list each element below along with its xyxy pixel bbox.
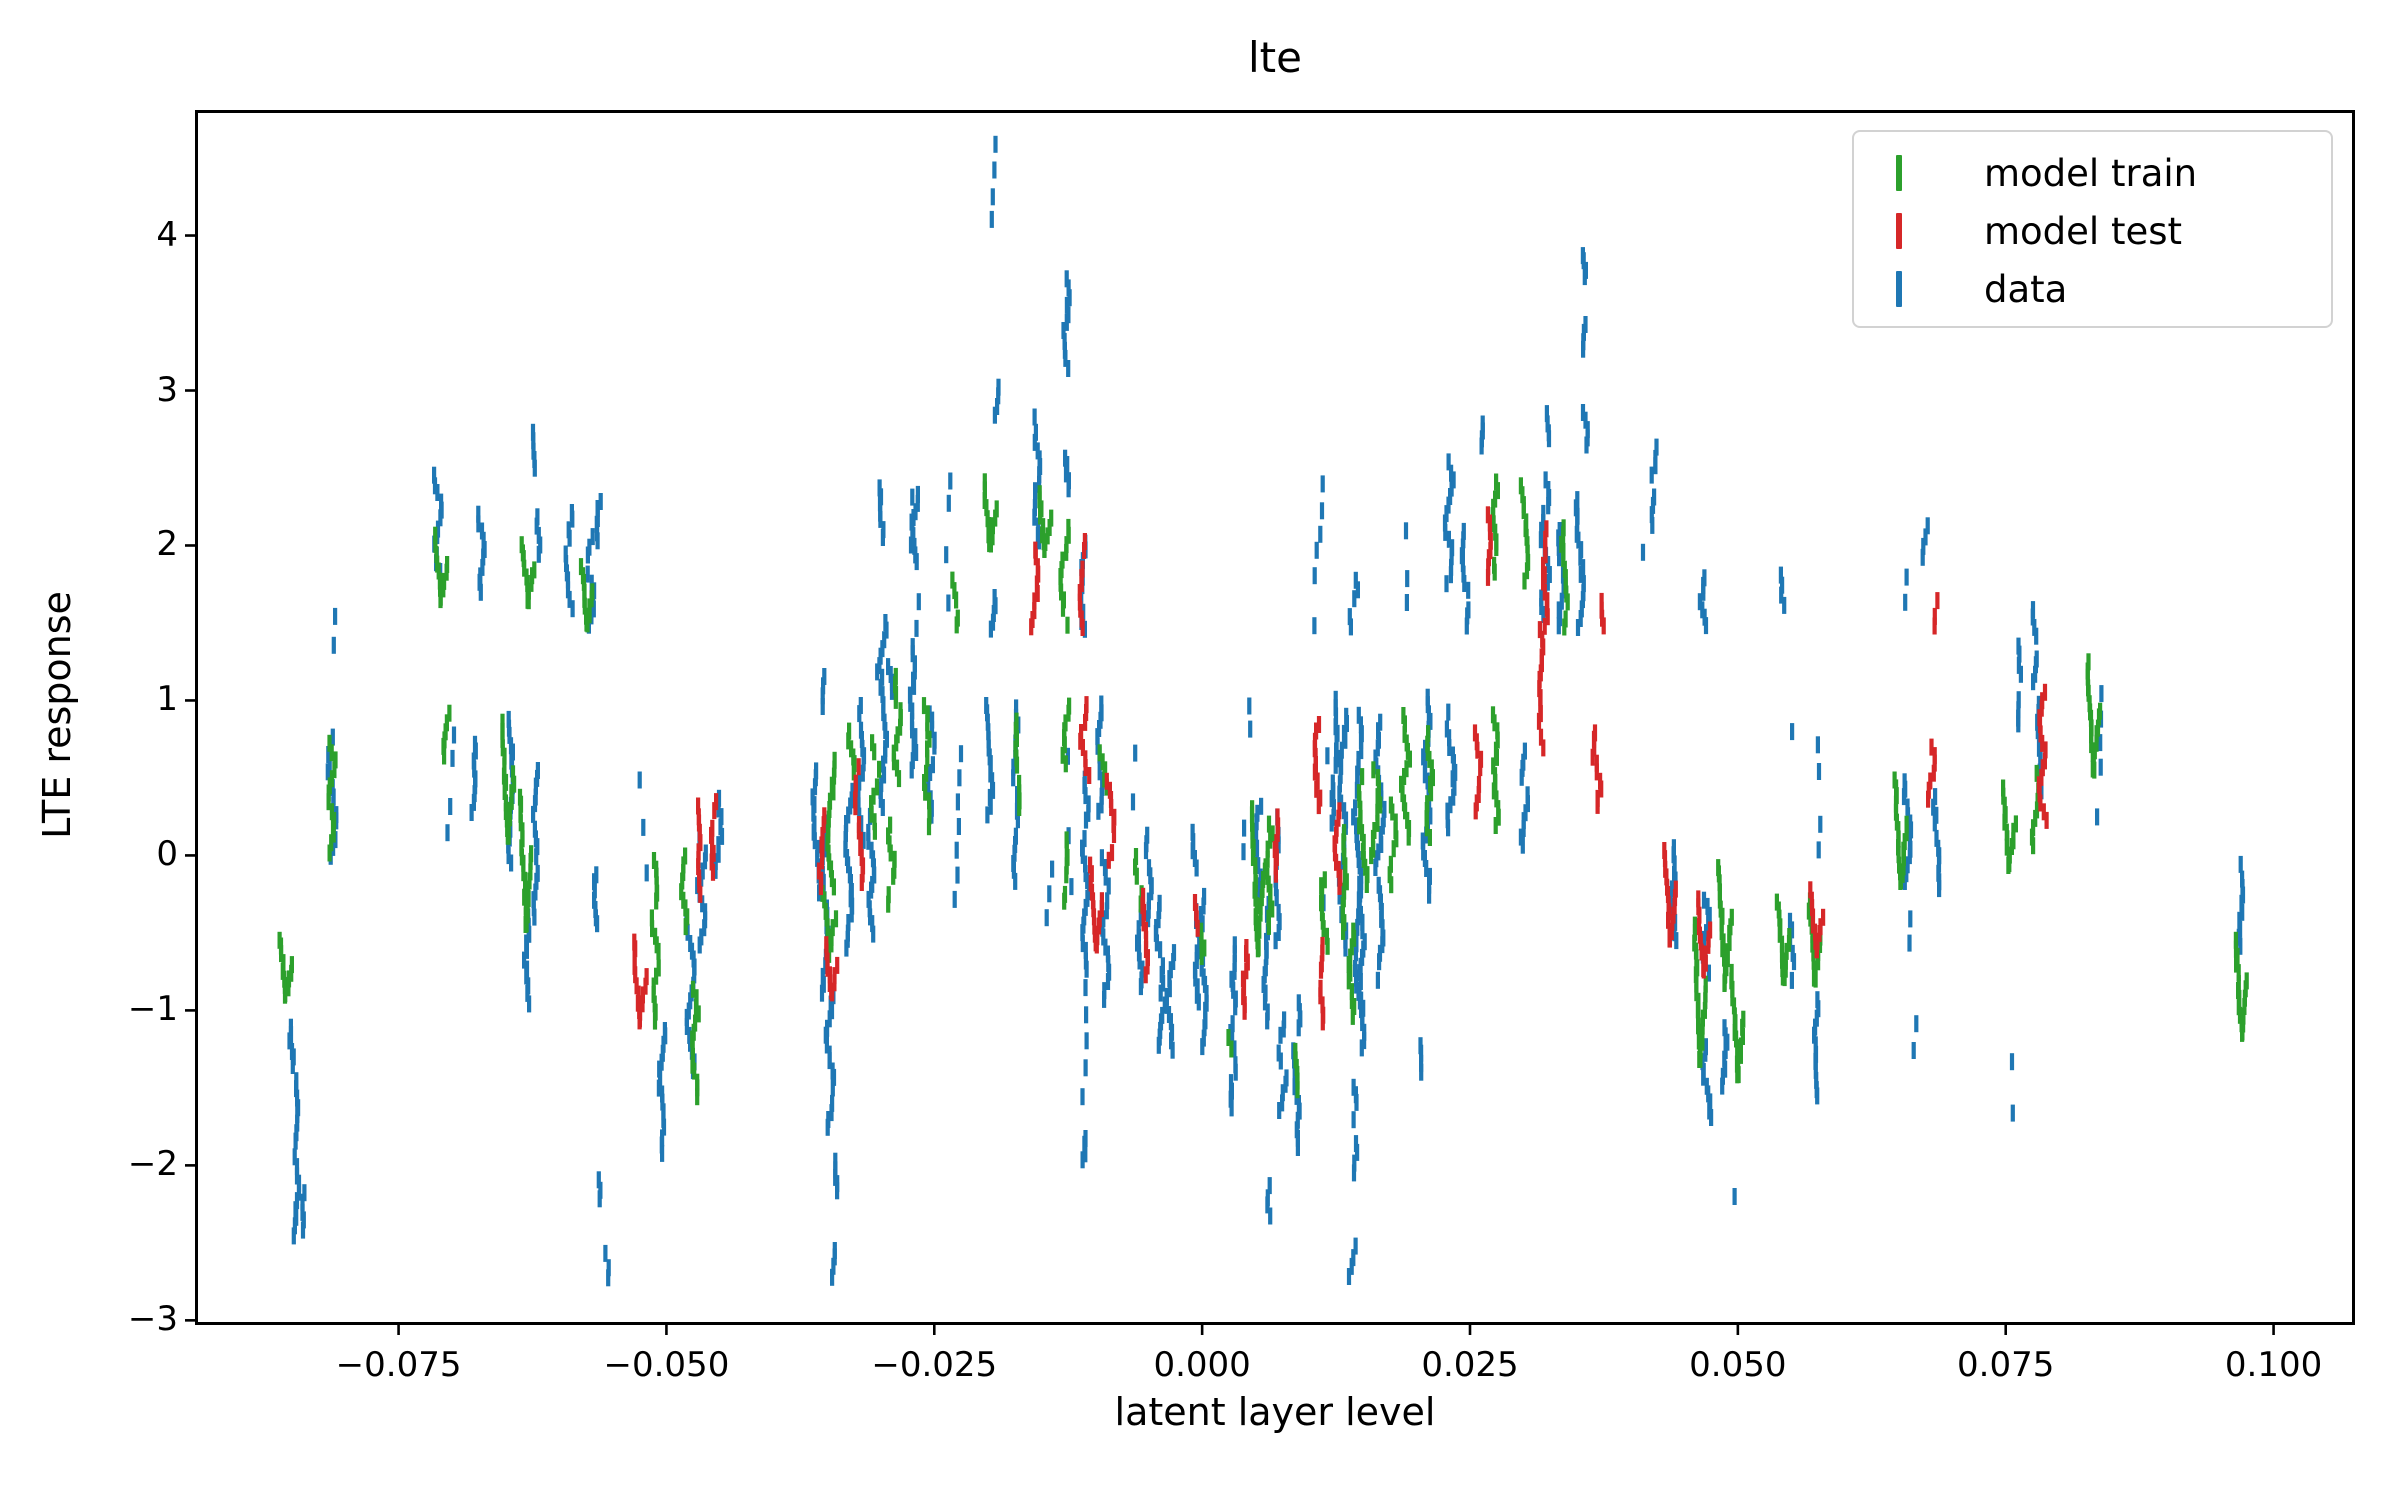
x-tick-label: −0.025: [871, 1345, 998, 1385]
y-tick-label: 1: [156, 679, 178, 720]
model-test-marker-icon: [1896, 213, 1902, 249]
x-tick-label: 0.025: [1421, 1345, 1519, 1385]
x-axis-label: latent layer level: [1114, 1390, 1436, 1434]
y-tick-label: −2: [127, 1144, 178, 1185]
y-tick-label: 2: [156, 524, 178, 565]
x-tick-label: 0.075: [1957, 1345, 2055, 1385]
y-tick-label: −1: [127, 989, 178, 1030]
data-marker-icon: [1896, 271, 1902, 307]
legend: model train model test data: [1852, 130, 2333, 328]
legend-label: data: [1984, 267, 2068, 311]
x-tick-label: −0.050: [603, 1345, 730, 1385]
y-tick-label: 3: [156, 369, 178, 410]
chart-title: lte: [1248, 33, 1302, 82]
model-train-marker-icon: [1896, 155, 1902, 191]
y-tick-label: 4: [156, 214, 178, 255]
legend-entry-model-test: model test: [1854, 198, 2331, 264]
y-tick-label: −3: [127, 1299, 178, 1340]
x-tick-label: 0.050: [1689, 1345, 1787, 1385]
y-tick-label: 0: [156, 834, 178, 875]
x-tick-label: 0.100: [2224, 1345, 2323, 1385]
x-tick-label: 0.000: [1153, 1345, 1251, 1385]
x-tick-label: −0.075: [335, 1345, 462, 1385]
legend-label: model test: [1984, 209, 2183, 253]
legend-entry-model-train: model train: [1854, 140, 2331, 206]
legend-label: model train: [1984, 151, 2198, 195]
legend-entry-data: data: [1854, 256, 2331, 322]
